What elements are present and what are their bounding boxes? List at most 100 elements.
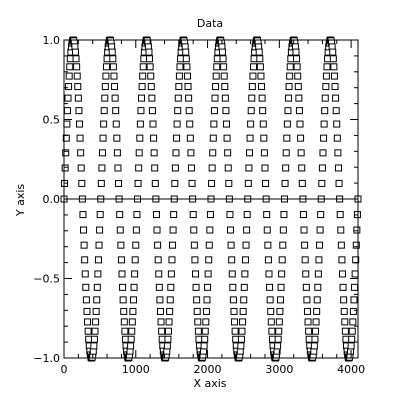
data-point bbox=[284, 107, 292, 115]
data-point bbox=[92, 307, 100, 315]
data-point bbox=[201, 327, 209, 335]
data-point bbox=[71, 48, 79, 56]
data-point bbox=[228, 256, 236, 264]
data-point bbox=[90, 342, 98, 350]
data-point bbox=[74, 83, 82, 91]
data-point bbox=[340, 307, 348, 315]
data-point bbox=[113, 134, 121, 142]
data-point bbox=[278, 256, 286, 264]
data-point bbox=[102, 63, 110, 71]
data-point bbox=[209, 149, 217, 157]
data-point bbox=[192, 270, 199, 278]
data-point bbox=[135, 149, 143, 157]
data-point bbox=[247, 120, 255, 128]
chart-title: Data bbox=[197, 17, 223, 30]
data-point bbox=[349, 307, 357, 315]
data-point bbox=[117, 256, 125, 264]
data-point bbox=[183, 72, 191, 80]
data-point bbox=[127, 335, 135, 343]
data-point bbox=[96, 211, 104, 219]
data-point bbox=[112, 120, 120, 128]
data-point bbox=[223, 134, 231, 142]
data-point bbox=[263, 211, 271, 219]
data-point bbox=[278, 270, 286, 278]
data-point bbox=[121, 335, 129, 343]
data-point bbox=[317, 211, 325, 219]
data-point bbox=[186, 120, 194, 128]
data-point bbox=[138, 83, 146, 91]
data-point bbox=[303, 307, 311, 315]
data-point bbox=[243, 226, 251, 234]
data-point bbox=[350, 296, 358, 304]
data-point bbox=[117, 241, 125, 249]
data-point bbox=[260, 149, 268, 157]
data-point bbox=[203, 296, 211, 304]
data-point bbox=[231, 318, 239, 326]
data-point bbox=[353, 226, 361, 234]
data-point bbox=[231, 327, 239, 335]
data-point bbox=[185, 94, 193, 102]
data-point bbox=[239, 318, 247, 326]
data-point bbox=[173, 120, 181, 128]
data-point bbox=[329, 55, 337, 63]
data-point bbox=[133, 211, 141, 219]
data-point bbox=[349, 318, 357, 326]
data-point bbox=[334, 149, 342, 157]
data-point bbox=[268, 335, 276, 343]
x-axis-label: X axis bbox=[193, 377, 226, 390]
data-point bbox=[351, 283, 359, 291]
data-point bbox=[341, 318, 349, 326]
data-point bbox=[352, 241, 360, 249]
data-point bbox=[334, 164, 342, 172]
data-point bbox=[259, 107, 267, 115]
data-point bbox=[220, 72, 228, 80]
data-point bbox=[256, 55, 264, 63]
data-point bbox=[81, 256, 89, 264]
data-point bbox=[301, 256, 309, 264]
data-point bbox=[313, 307, 321, 315]
data-point bbox=[237, 335, 245, 343]
data-point bbox=[330, 63, 338, 71]
data-point bbox=[281, 179, 289, 187]
data-point bbox=[101, 94, 109, 102]
data-point bbox=[191, 256, 199, 264]
data-point bbox=[295, 107, 303, 115]
data-point bbox=[255, 48, 263, 56]
data-point bbox=[250, 55, 258, 63]
data-point bbox=[210, 107, 218, 115]
data-point bbox=[193, 307, 201, 315]
data-point bbox=[331, 83, 339, 91]
data-point bbox=[92, 318, 100, 326]
data-point bbox=[286, 72, 294, 80]
data-point bbox=[332, 94, 340, 102]
data-point bbox=[292, 48, 300, 56]
data-point bbox=[127, 342, 135, 350]
data-point bbox=[258, 94, 266, 102]
data-point bbox=[195, 335, 203, 343]
data-point bbox=[78, 179, 86, 187]
data-point bbox=[74, 94, 82, 102]
data-point bbox=[184, 83, 192, 91]
data-point bbox=[165, 327, 173, 335]
data-point bbox=[73, 72, 81, 80]
data-point bbox=[337, 241, 345, 249]
data-point bbox=[80, 226, 88, 234]
data-point bbox=[177, 55, 185, 63]
data-point bbox=[213, 55, 221, 63]
data-point bbox=[314, 270, 322, 278]
data-point bbox=[261, 164, 269, 172]
data-point bbox=[94, 256, 102, 264]
data-point bbox=[186, 134, 194, 142]
data-point bbox=[239, 307, 247, 315]
data-point bbox=[238, 327, 246, 335]
data-point bbox=[146, 63, 154, 71]
data-point bbox=[274, 342, 282, 350]
data-point bbox=[348, 335, 356, 343]
data-point bbox=[276, 296, 284, 304]
data-point bbox=[248, 94, 256, 102]
data-point bbox=[264, 241, 272, 249]
data-point bbox=[168, 256, 176, 264]
y-tick-label: 1.0 bbox=[43, 34, 61, 47]
data-point bbox=[329, 48, 337, 56]
data-point bbox=[98, 164, 106, 172]
